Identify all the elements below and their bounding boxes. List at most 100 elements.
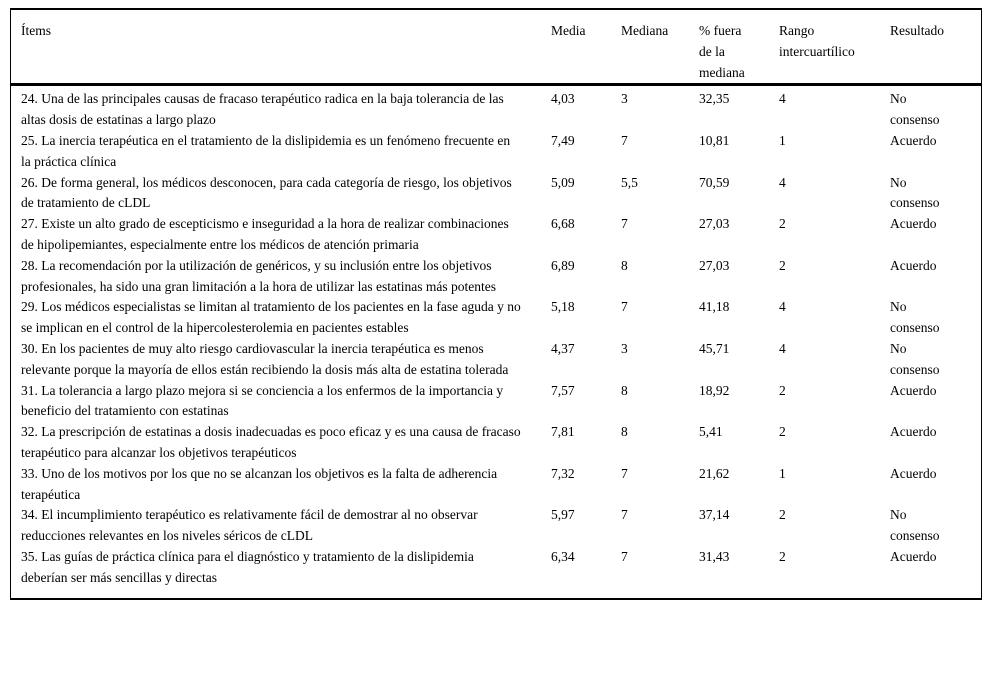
table-row: 30. En los pacientes de muy alto riesgo … — [11, 339, 981, 381]
cell-item-text: 25. La inercia terapéutica en el tratami… — [21, 132, 511, 169]
cell-mediana: 7 — [621, 131, 699, 152]
cell-resultado-text: Acuerdo — [890, 257, 937, 273]
cell-media-text: 7,81 — [551, 424, 575, 440]
cell-mediana: 7 — [621, 214, 699, 235]
cell-media-text: 5,09 — [551, 174, 575, 190]
cell-mediana: 7 — [621, 547, 699, 568]
cell-item-text: 29. Los médicos especialistas se limitan… — [21, 299, 521, 336]
cell-resultado-text: No consenso — [890, 299, 940, 336]
cell-media-text: 6,89 — [551, 257, 575, 273]
cell-rango-intercuartilico: 1 — [779, 131, 890, 152]
cell-media: 7,81 — [551, 422, 621, 443]
table-row: 29. Los médicos especialistas se limitan… — [11, 297, 981, 339]
cell-pct-fuera-mediana-text: 18,92 — [699, 382, 730, 398]
col-header-media-label: Media — [551, 23, 586, 38]
cell-item-text: 24. Una de las principales causas de fra… — [21, 91, 504, 128]
col-header-pct-fuera-mediana-label: % fuera de la mediana — [699, 23, 745, 80]
cell-pct-fuera-mediana-text: 21,62 — [699, 465, 730, 481]
cell-rango-intercuartilico-text: 2 — [779, 507, 786, 523]
col-header-items: Ítems — [11, 21, 551, 42]
table-row: 35. Las guías de práctica clínica para e… — [11, 547, 981, 589]
cell-media-text: 5,18 — [551, 299, 575, 315]
cell-pct-fuera-mediana: 18,92 — [699, 381, 779, 402]
cell-media-text: 4,37 — [551, 340, 575, 356]
cell-item-text: 32. La prescripción de estatinas a dosis… — [21, 424, 521, 460]
col-header-mediana: Mediana — [621, 21, 699, 42]
cell-media: 5,18 — [551, 297, 621, 318]
cell-resultado: Acuerdo — [890, 547, 983, 568]
cell-item-text: 27. Existe un alto grado de escepticismo… — [21, 216, 509, 252]
cell-rango-intercuartilico-text: 2 — [779, 216, 786, 232]
cell-mediana: 8 — [621, 422, 699, 443]
cell-mediana-text: 8 — [621, 257, 628, 273]
cell-rango-intercuartilico: 2 — [779, 547, 890, 568]
cell-media-text: 4,03 — [551, 91, 575, 107]
cell-item: 29. Los médicos especialistas se limitan… — [11, 297, 551, 339]
cell-item: 33. Uno de los motivos por los que no se… — [11, 464, 551, 506]
cell-pct-fuera-mediana: 21,62 — [699, 464, 779, 485]
col-header-pct-fuera-mediana: % fuera de la mediana — [699, 21, 779, 83]
cell-pct-fuera-mediana: 27,03 — [699, 256, 779, 277]
cell-resultado-text: No consenso — [890, 91, 940, 128]
cell-media-text: 6,68 — [551, 216, 575, 232]
cell-media-text: 7,57 — [551, 382, 575, 398]
table-row: 31. La tolerancia a largo plazo mejora s… — [11, 381, 981, 423]
cell-rango-intercuartilico: 2 — [779, 256, 890, 277]
cell-resultado-text: Acuerdo — [890, 548, 937, 564]
cell-resultado: No consenso — [890, 89, 983, 131]
cell-item-text: 26. De forma general, los médicos descon… — [21, 174, 512, 211]
cell-mediana: 5,5 — [621, 173, 699, 194]
cell-mediana-text: 8 — [621, 382, 628, 398]
col-header-rango-intercuartilico-label: Rango intercuartílico — [779, 23, 855, 59]
cell-pct-fuera-mediana-text: 70,59 — [699, 174, 730, 190]
cell-media-text: 6,34 — [551, 548, 575, 564]
cell-resultado-text: No consenso — [890, 507, 940, 544]
cell-resultado-text: No consenso — [890, 174, 940, 211]
cell-rango-intercuartilico: 4 — [779, 89, 890, 110]
cell-mediana: 7 — [621, 464, 699, 485]
cell-item: 26. De forma general, los médicos descon… — [11, 173, 551, 215]
cell-media: 4,37 — [551, 339, 621, 360]
cell-pct-fuera-mediana-text: 10,81 — [699, 132, 730, 148]
cell-resultado-text: Acuerdo — [890, 132, 937, 148]
cell-mediana: 7 — [621, 505, 699, 526]
cell-rango-intercuartilico: 4 — [779, 297, 890, 318]
cell-rango-intercuartilico-text: 1 — [779, 132, 786, 148]
cell-mediana-text: 8 — [621, 424, 628, 440]
cell-rango-intercuartilico-text: 2 — [779, 257, 786, 273]
cell-item: 32. La prescripción de estatinas a dosis… — [11, 422, 551, 464]
cell-media: 7,49 — [551, 131, 621, 152]
cell-item-text: 33. Uno de los motivos por los que no se… — [21, 465, 498, 502]
cell-mediana: 8 — [621, 256, 699, 277]
cell-resultado-text: Acuerdo — [890, 382, 937, 398]
cell-media: 6,68 — [551, 214, 621, 235]
table-header-row: Ítems Media Mediana % fuera de la median… — [11, 10, 981, 87]
cell-media: 6,89 — [551, 256, 621, 277]
cell-item-text: 31. La tolerancia a largo plazo mejora s… — [21, 382, 504, 419]
cell-pct-fuera-mediana-text: 37,14 — [699, 507, 730, 523]
cell-item: 35. Las guías de práctica clínica para e… — [11, 547, 551, 589]
cell-mediana-text: 3 — [621, 91, 628, 107]
table-row: 32. La prescripción de estatinas a dosis… — [11, 422, 981, 464]
cell-rango-intercuartilico: 2 — [779, 505, 890, 526]
cell-mediana-text: 7 — [621, 216, 628, 232]
col-header-mediana-label: Mediana — [621, 23, 669, 38]
cell-resultado: No consenso — [890, 297, 983, 339]
table-body: 24. Una de las principales causas de fra… — [11, 86, 981, 597]
cell-resultado-text: Acuerdo — [890, 424, 937, 440]
cell-media: 6,34 — [551, 547, 621, 568]
col-header-rango-intercuartilico: Rango intercuartílico — [779, 21, 890, 63]
cell-pct-fuera-mediana: 31,43 — [699, 547, 779, 568]
cell-pct-fuera-mediana: 41,18 — [699, 297, 779, 318]
cell-resultado-text: No consenso — [890, 340, 940, 377]
cell-rango-intercuartilico-text: 4 — [779, 91, 786, 107]
cell-rango-intercuartilico: 4 — [779, 173, 890, 194]
cell-pct-fuera-mediana: 10,81 — [699, 131, 779, 152]
cell-rango-intercuartilico-text: 4 — [779, 299, 786, 315]
cell-mediana-text: 7 — [621, 465, 628, 481]
cell-mediana: 3 — [621, 339, 699, 360]
cell-rango-intercuartilico: 4 — [779, 339, 890, 360]
cell-item: 27. Existe un alto grado de escepticismo… — [11, 214, 551, 256]
cell-resultado: No consenso — [890, 173, 983, 215]
cell-item: 28. La recomendación por la utilización … — [11, 256, 551, 298]
